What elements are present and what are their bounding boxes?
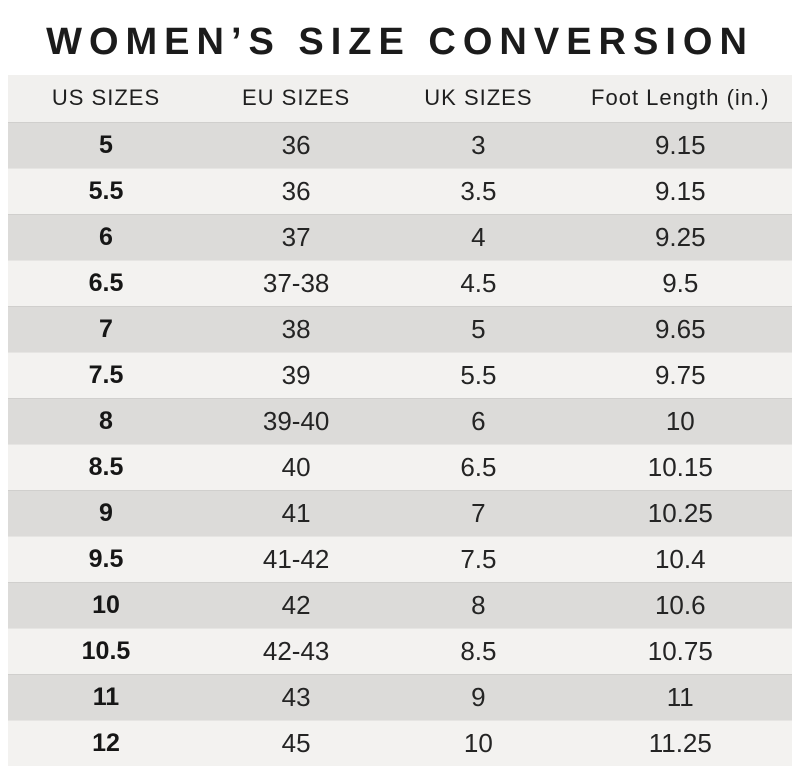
foot-length-cell: 10.4 <box>568 535 792 582</box>
eu-size-cell: 39-40 <box>204 397 389 444</box>
eu-size-cell: 38 <box>204 305 389 352</box>
table-header: US SIZES EU SIZES UK SIZES Foot Length (… <box>8 75 792 122</box>
eu-size-cell: 39 <box>204 351 389 398</box>
eu-size-cell: 36 <box>204 167 389 214</box>
header-us-sizes: US SIZES <box>8 75 204 122</box>
us-size-cell: 11 <box>8 673 204 720</box>
table-row: 5 36 3 9.15 <box>8 121 792 168</box>
foot-length-cell: 9.25 <box>568 213 792 260</box>
foot-length-cell: 10.25 <box>568 489 792 536</box>
table-row: 7.5 39 5.5 9.75 <box>8 351 792 398</box>
table-body: 5 36 3 9.15 5.5 36 3.5 9.15 6 37 4 9.25 6.5 37-38 4.5 9… <box>8 121 792 766</box>
us-size-cell: 5.5 <box>8 167 204 214</box>
eu-size-cell: 40 <box>204 443 389 490</box>
foot-length-cell: 10.6 <box>568 581 792 628</box>
eu-size-cell: 41-42 <box>204 535 389 582</box>
us-size-cell: 9 <box>8 489 204 536</box>
foot-length-cell: 9.75 <box>568 351 792 398</box>
uk-size-cell: 10 <box>388 719 569 766</box>
table-row: 10 42 8 10.6 <box>8 581 792 628</box>
us-size-cell: 10.5 <box>8 627 204 674</box>
foot-length-cell: 10.75 <box>568 627 792 674</box>
us-size-cell: 7.5 <box>8 351 204 398</box>
us-size-cell: 10 <box>8 581 204 628</box>
us-size-cell: 8 <box>8 397 204 444</box>
table-row: 9 41 7 10.25 <box>8 489 792 536</box>
table-row: 12 45 10 11.25 <box>8 719 792 766</box>
table-row: 11 43 9 11 <box>8 673 792 720</box>
eu-size-cell: 41 <box>204 489 389 536</box>
header-eu-sizes: EU SIZES <box>204 75 389 122</box>
size-conversion-table: US SIZES EU SIZES UK SIZES Foot Length (… <box>8 75 792 766</box>
foot-length-cell: 9.5 <box>568 259 792 306</box>
us-size-cell: 12 <box>8 719 204 766</box>
header-foot-length: Foot Length (in.) <box>568 75 792 122</box>
table-row: 7 38 5 9.65 <box>8 305 792 352</box>
uk-size-cell: 4 <box>388 213 569 260</box>
us-size-cell: 7 <box>8 305 204 352</box>
uk-size-cell: 9 <box>388 673 569 720</box>
eu-size-cell: 37-38 <box>204 259 389 306</box>
eu-size-cell: 45 <box>204 719 389 766</box>
table-row: 6.5 37-38 4.5 9.5 <box>8 259 792 306</box>
table-row: 10.5 42-43 8.5 10.75 <box>8 627 792 674</box>
uk-size-cell: 8.5 <box>388 627 569 674</box>
foot-length-cell: 10 <box>568 397 792 444</box>
us-size-cell: 6 <box>8 213 204 260</box>
uk-size-cell: 4.5 <box>388 259 569 306</box>
uk-size-cell: 8 <box>388 581 569 628</box>
table-row: 8 39-40 6 10 <box>8 397 792 444</box>
foot-length-cell: 11 <box>568 673 792 720</box>
header-uk-sizes: UK SIZES <box>388 75 569 122</box>
uk-size-cell: 6.5 <box>388 443 569 490</box>
eu-size-cell: 42 <box>204 581 389 628</box>
eu-size-cell: 36 <box>204 121 389 168</box>
table-row: 9.5 41-42 7.5 10.4 <box>8 535 792 582</box>
us-size-cell: 9.5 <box>8 535 204 582</box>
foot-length-cell: 9.15 <box>568 121 792 168</box>
us-size-cell: 6.5 <box>8 259 204 306</box>
us-size-cell: 8.5 <box>8 443 204 490</box>
table-row: 5.5 36 3.5 9.15 <box>8 167 792 214</box>
uk-size-cell: 3.5 <box>388 167 569 214</box>
table-row: 6 37 4 9.25 <box>8 213 792 260</box>
uk-size-cell: 6 <box>388 397 569 444</box>
table-row: 8.5 40 6.5 10.15 <box>8 443 792 490</box>
header-row: US SIZES EU SIZES UK SIZES Foot Length (… <box>8 75 792 122</box>
uk-size-cell: 5.5 <box>388 351 569 398</box>
uk-size-cell: 7.5 <box>388 535 569 582</box>
uk-size-cell: 3 <box>388 121 569 168</box>
uk-size-cell: 5 <box>388 305 569 352</box>
page-title: WOMEN’S SIZE CONVERSION <box>46 21 754 63</box>
foot-length-cell: 11.25 <box>568 719 792 766</box>
foot-length-cell: 10.15 <box>568 443 792 490</box>
eu-size-cell: 42-43 <box>204 627 389 674</box>
foot-length-cell: 9.15 <box>568 167 792 214</box>
foot-length-cell: 9.65 <box>568 305 792 352</box>
us-size-cell: 5 <box>8 121 204 168</box>
eu-size-cell: 37 <box>204 213 389 260</box>
eu-size-cell: 43 <box>204 673 389 720</box>
uk-size-cell: 7 <box>388 489 569 536</box>
